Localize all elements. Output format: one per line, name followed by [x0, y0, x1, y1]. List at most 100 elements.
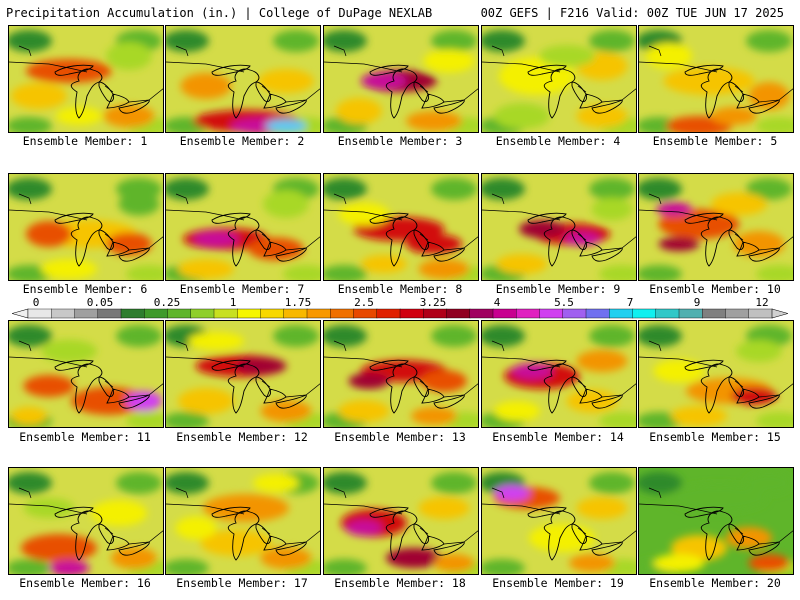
precip-blob — [324, 265, 367, 280]
precip-blob — [711, 107, 757, 125]
colorbar-swatch — [27, 308, 52, 319]
great-lakes-outline — [54, 359, 150, 414]
ensemble-member-label: Ensemble Member: 19 — [492, 576, 624, 590]
precip-blob — [482, 559, 525, 574]
ensemble-map-panel — [8, 467, 164, 575]
precip-color-scale — [12, 308, 788, 319]
border-lines — [166, 487, 320, 545]
great-lakes-outline — [527, 359, 623, 414]
colorbar-swatch — [678, 308, 703, 319]
ensemble-member-label: Ensemble Member: 14 — [492, 430, 624, 444]
colorbar-swatch — [283, 308, 308, 319]
colorbar-swatch — [353, 308, 378, 319]
precip-blob — [653, 554, 705, 572]
precip-blob — [494, 103, 550, 129]
precip-field — [482, 325, 636, 427]
ensemble-map-panel — [8, 25, 164, 133]
precip-blob — [411, 407, 457, 425]
precip-blob — [361, 255, 407, 273]
precip-blob — [200, 530, 272, 556]
colorbar-tick-label: 0.25 — [153, 296, 181, 309]
colorbar-swatch — [51, 308, 76, 319]
precip-blob — [338, 400, 390, 422]
ensemble-map-panel — [165, 467, 321, 575]
colorbar-swatch — [306, 308, 331, 319]
precip-field — [9, 472, 163, 574]
precip-field — [324, 30, 478, 132]
colorbar-tick-label: 5.5 — [554, 296, 574, 309]
colorbar-tick-label: 0 — [32, 296, 40, 309]
ensemble-member-label: Ensemble Member: 7 — [179, 282, 305, 296]
ensemble-member-label: Ensemble Member: 11 — [19, 430, 151, 444]
border-lines — [166, 340, 320, 398]
precip-blob — [193, 231, 239, 247]
precip-blob — [658, 237, 700, 251]
ensemble-map-panel — [638, 320, 794, 428]
precip-blob — [48, 560, 90, 574]
precip-blob — [746, 472, 792, 494]
great-lakes-outline — [369, 212, 465, 267]
precip-blob — [348, 373, 390, 389]
colorbar-tick-label: 3.25 — [419, 296, 447, 309]
precip-blob — [265, 119, 307, 132]
ensemble-member-label: Ensemble Member: 15 — [649, 430, 781, 444]
precip-field — [9, 325, 163, 427]
precip-map — [639, 321, 793, 427]
border-lines — [166, 45, 320, 103]
ensemble-member-label: Ensemble Member: 18 — [334, 576, 466, 590]
ensemble-map-panel — [638, 467, 794, 575]
border-lines — [324, 340, 478, 398]
colorbar-right-arrow — [771, 308, 788, 319]
great-lakes-outline — [527, 212, 623, 267]
ensemble-map-panel — [323, 173, 479, 281]
colorbar-tick-label: 2.5 — [354, 296, 374, 309]
precip-blob — [9, 559, 52, 574]
colorbar-swatch — [399, 308, 424, 319]
precip-blob — [23, 498, 75, 518]
precip-blob — [519, 220, 565, 238]
ensemble-member-label: Ensemble Member: 1 — [22, 134, 148, 148]
colorbar-swatch — [492, 308, 517, 319]
precip-blob — [589, 325, 635, 347]
precip-blob — [599, 412, 636, 427]
precip-blob — [511, 363, 553, 379]
precip-map — [166, 26, 320, 132]
precip-blob — [106, 232, 152, 256]
great-lakes-outline — [369, 359, 465, 414]
precip-blob — [386, 548, 442, 568]
great-lakes-outline — [211, 359, 307, 414]
precip-field — [9, 30, 163, 132]
precip-blob — [178, 259, 234, 279]
precip-blob — [56, 107, 102, 125]
precip-blob — [11, 83, 67, 109]
precip-blob — [589, 30, 635, 52]
colorbar-swatch — [330, 308, 355, 319]
precip-blob — [671, 406, 727, 426]
precip-map — [9, 174, 163, 280]
border-lines — [324, 487, 478, 545]
ensemble-map-panel — [165, 173, 321, 281]
ensemble-map-panel — [8, 173, 164, 281]
precip-map — [482, 468, 636, 574]
precip-map — [482, 26, 636, 132]
precip-field — [482, 30, 636, 132]
precip-map — [9, 468, 163, 574]
precip-blob — [671, 484, 767, 512]
precip-blob — [91, 500, 147, 526]
precip-blob — [9, 117, 52, 132]
precip-blob — [203, 494, 289, 522]
colorbar-swatch — [609, 308, 634, 319]
precip-blob — [178, 388, 234, 414]
colorbar-swatch — [74, 308, 99, 319]
precip-map — [324, 26, 478, 132]
border-lines — [166, 193, 320, 251]
ensemble-member-label: Ensemble Member: 3 — [337, 134, 463, 148]
precip-blob — [103, 104, 155, 128]
precip-blob — [26, 59, 112, 83]
precip-map — [166, 174, 320, 280]
ensemble-map-panel — [165, 25, 321, 133]
precip-blob — [423, 49, 475, 73]
precip-blob — [756, 265, 793, 280]
precip-blob — [539, 45, 595, 67]
ensemble-map-panel — [638, 25, 794, 133]
